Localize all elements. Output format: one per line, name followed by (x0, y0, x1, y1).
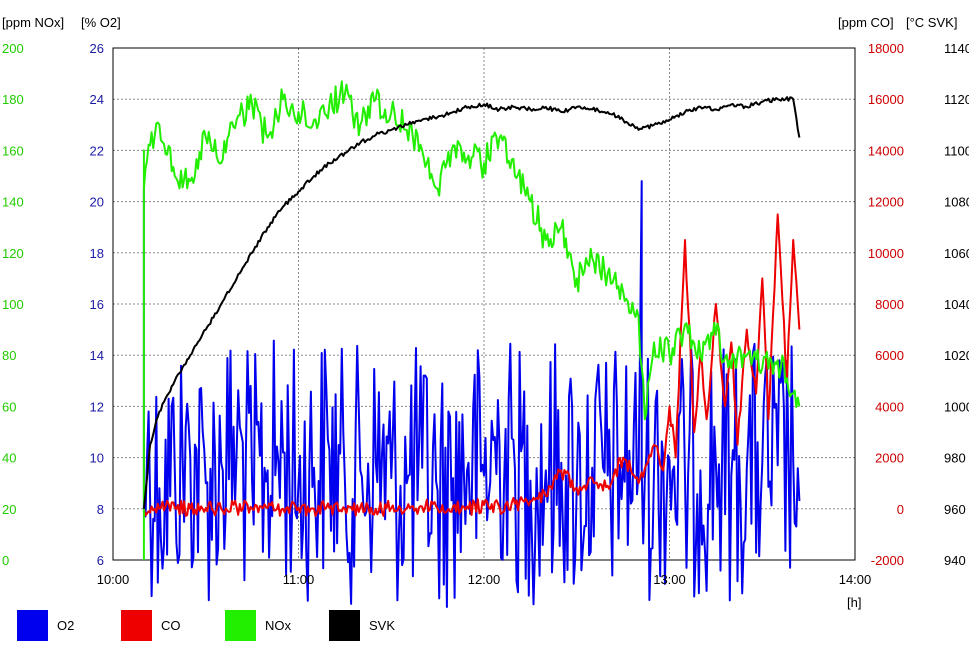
co-tick-label: 0 (897, 502, 904, 517)
co-tick-label: 2000 (875, 451, 904, 466)
nox-tick-label: 200 (2, 41, 24, 56)
series-line-nox (142, 80, 801, 560)
nox-tick-label: 20 (2, 502, 16, 517)
x-axis-ticks: 10:00 11:00 12:00 13:00 14:00 (97, 572, 872, 587)
svk-tick-label: 1140 (944, 41, 969, 56)
o2-tick-label: 12 (90, 399, 104, 414)
legend-swatch-co (121, 610, 152, 641)
o2-tick-label: 22 (90, 143, 104, 158)
legend-swatch-o2 (17, 610, 48, 641)
nox-tick-label: 140 (2, 195, 24, 210)
co-tick-label: 12000 (868, 195, 904, 210)
svk-tick-label: 960 (944, 502, 966, 517)
svk-tick-label: 940 (944, 553, 966, 568)
svk-tick-label: 1020 (944, 348, 969, 363)
legend-swatch-nox (225, 610, 256, 641)
o2-tick-label: 10 (90, 451, 104, 466)
co-tick-label: 18000 (868, 41, 904, 56)
o2-tick-label: 24 (90, 92, 104, 107)
gridlines (113, 48, 855, 560)
co-tick-label: 10000 (868, 246, 904, 261)
nox-tick-label: 180 (2, 92, 24, 107)
legend-label-o2: O2 (57, 618, 74, 633)
co-tick-label: 14000 (868, 143, 904, 158)
o2-tick-label: 20 (90, 195, 104, 210)
nox-tick-label: 0 (2, 553, 9, 568)
legend-swatch-svk (329, 610, 360, 641)
x-tick-label: 14:00 (839, 572, 872, 587)
x-tick-label: 13:00 (653, 572, 686, 587)
o2-tick-label: 14 (90, 348, 104, 363)
nox-tick-label: 120 (2, 246, 24, 261)
co-tick-label: -2000 (871, 553, 904, 568)
svk-tick-label: 1000 (944, 399, 969, 414)
series-line-svk (142, 96, 801, 509)
svk-tick-label: 1060 (944, 246, 969, 261)
co-tick-label: 6000 (875, 348, 904, 363)
co-axis-title: [ppm CO] (838, 15, 894, 30)
o2-tick-label: 16 (90, 297, 104, 312)
nox-tick-label: 80 (2, 348, 16, 363)
svk-tick-label: 1040 (944, 297, 969, 312)
x-tick-label: 10:00 (97, 572, 130, 587)
nox-tick-label: 160 (2, 143, 24, 158)
co-tick-label: 4000 (875, 399, 904, 414)
x-axis-unit-label: [h] (847, 595, 861, 610)
svk-axis-title: [°C SVK] (906, 15, 957, 30)
nox-tick-label: 100 (2, 297, 24, 312)
nox-tick-label: 60 (2, 399, 16, 414)
o2-axis-title: [% O2] (81, 15, 121, 30)
legend-label-nox: NOx (265, 618, 292, 633)
o2-tick-label: 6 (97, 553, 104, 568)
plot-frame (112, 47, 856, 561)
co-tick-label: 16000 (868, 92, 904, 107)
svk-tick-label: 1100 (944, 143, 969, 158)
legend: O2 CO NOx SVK (17, 610, 395, 641)
o2-tick-label: 18 (90, 246, 104, 261)
svk-tick-label: 1120 (944, 92, 969, 107)
svk-tick-label: 980 (944, 451, 966, 466)
co-tick-label: 8000 (875, 297, 904, 312)
nox-axis-title: [ppm NOx] (2, 15, 64, 30)
y-axis-ticks: 0204060801001201401601802006810121416182… (2, 41, 969, 568)
series-layer (142, 80, 801, 608)
legend-label-svk: SVK (369, 618, 395, 633)
x-tick-label: 11:00 (283, 572, 315, 587)
o2-tick-label: 26 (90, 41, 104, 56)
x-tick-label: 12:00 (468, 572, 501, 587)
o2-tick-label: 8 (97, 502, 104, 517)
legend-label-co: CO (161, 618, 181, 633)
nox-tick-label: 40 (2, 451, 16, 466)
svk-tick-label: 1080 (944, 195, 969, 210)
